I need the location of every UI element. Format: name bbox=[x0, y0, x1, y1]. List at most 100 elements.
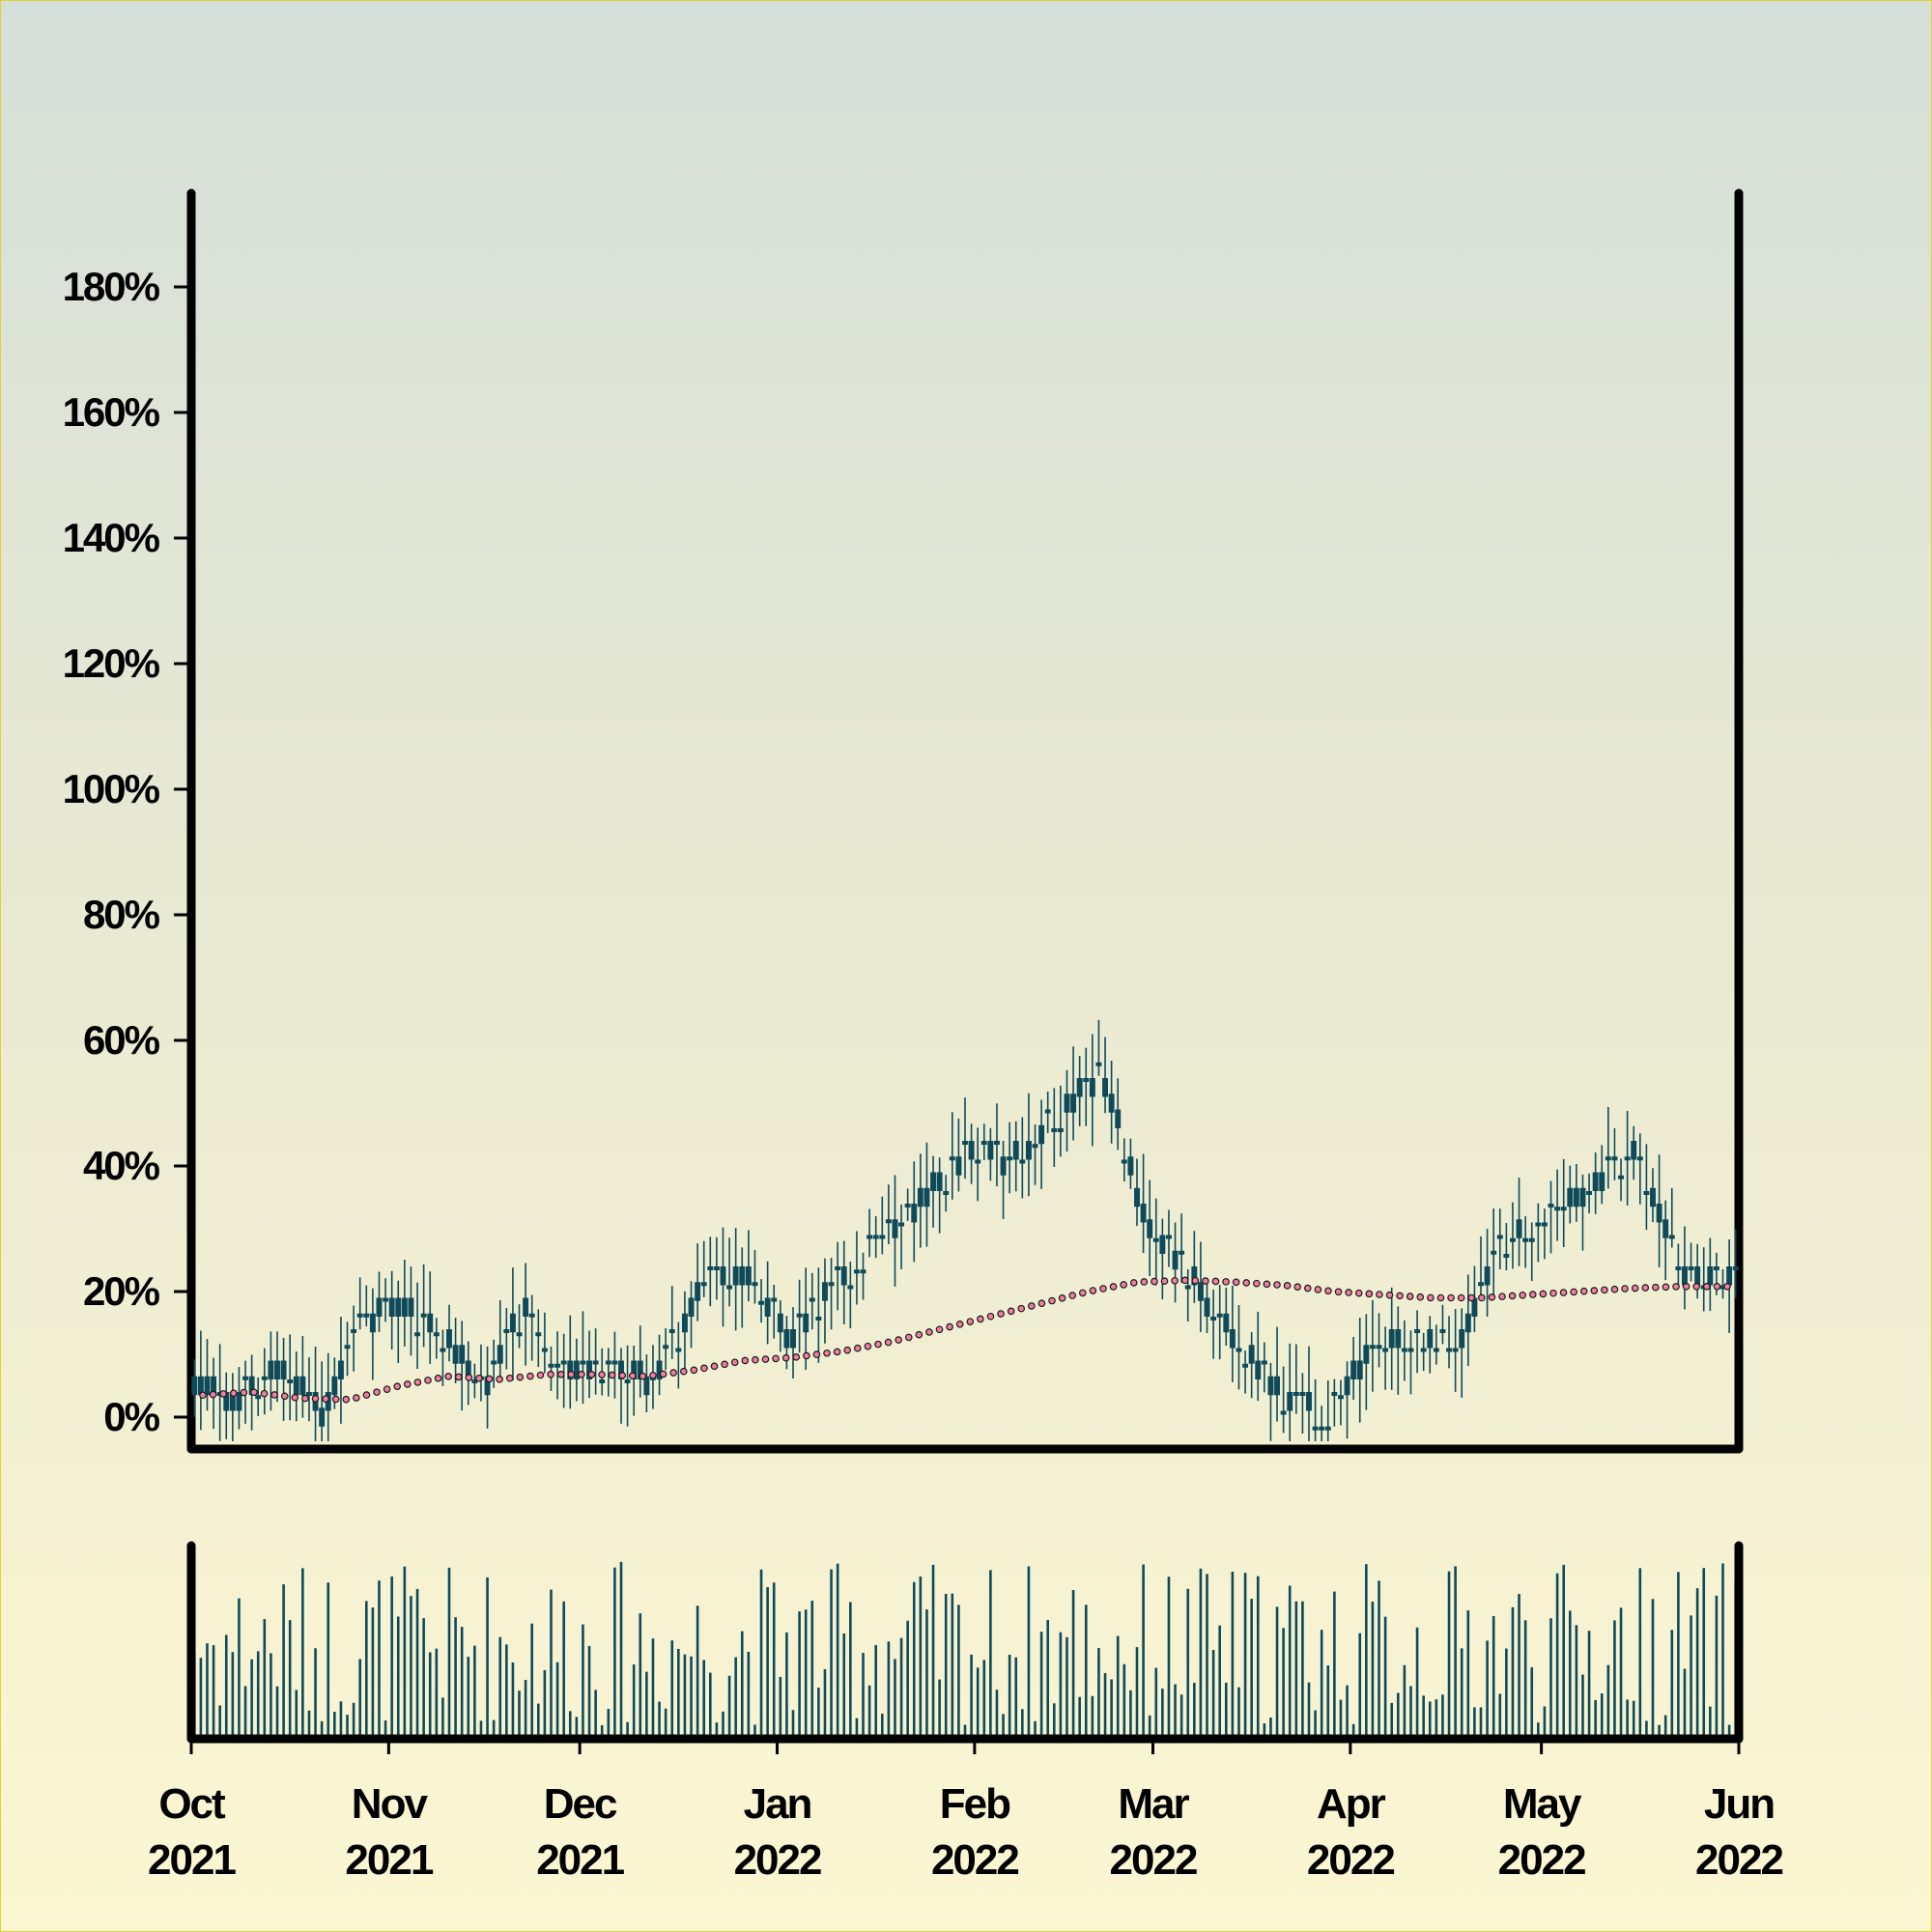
volume-bar bbox=[486, 1577, 489, 1735]
moving-average-point bbox=[240, 1388, 248, 1397]
candle-body bbox=[599, 1379, 606, 1383]
moving-average-point bbox=[1427, 1293, 1435, 1302]
candle-body bbox=[197, 1376, 204, 1396]
volume-bar bbox=[1562, 1564, 1566, 1735]
candle-body bbox=[911, 1204, 918, 1223]
candle-body bbox=[1236, 1348, 1242, 1352]
candle-body bbox=[695, 1282, 701, 1301]
candle-body bbox=[1503, 1254, 1510, 1258]
candle-body bbox=[408, 1297, 414, 1317]
moving-average-point bbox=[322, 1395, 329, 1403]
y-tick-label: 60% bbox=[83, 1017, 160, 1063]
moving-average-point bbox=[1211, 1277, 1220, 1286]
volume-bar bbox=[1543, 1706, 1547, 1735]
volume-bar bbox=[734, 1657, 737, 1735]
volume-bar bbox=[1575, 1625, 1578, 1735]
volume-bar bbox=[422, 1618, 425, 1735]
candle-body bbox=[700, 1282, 707, 1287]
moving-average-point bbox=[1723, 1283, 1731, 1291]
candle-body bbox=[1599, 1172, 1605, 1191]
volume-bar bbox=[1441, 1694, 1444, 1735]
candle-body bbox=[1140, 1204, 1147, 1223]
moving-average-point bbox=[1549, 1289, 1557, 1297]
moving-average-point bbox=[895, 1336, 902, 1344]
moving-average-point bbox=[526, 1372, 534, 1380]
moving-average-point bbox=[475, 1374, 483, 1382]
volume-bar bbox=[836, 1563, 839, 1735]
x-tick-month-label: Apr bbox=[1317, 1780, 1386, 1828]
moving-average-point bbox=[1037, 1299, 1046, 1308]
volume-bar bbox=[1587, 1631, 1591, 1735]
candle-body bbox=[1586, 1191, 1593, 1195]
x-tick-year-label: 2021 bbox=[148, 1836, 236, 1884]
volume-bar bbox=[1084, 1605, 1088, 1735]
volume-bar bbox=[314, 1648, 317, 1735]
candle-body bbox=[1446, 1348, 1453, 1352]
volume-bar bbox=[1613, 1620, 1616, 1735]
candle-body bbox=[745, 1266, 752, 1286]
candle-body bbox=[1229, 1329, 1236, 1349]
candle-body bbox=[452, 1345, 459, 1364]
volume-bar bbox=[1466, 1610, 1470, 1735]
moving-average-point bbox=[567, 1371, 576, 1378]
candle-body bbox=[1401, 1348, 1407, 1352]
candle-body bbox=[337, 1360, 344, 1379]
moving-average-point bbox=[741, 1356, 750, 1365]
volume-bar bbox=[543, 1669, 547, 1735]
volume-bar bbox=[862, 1653, 865, 1735]
moving-average-point bbox=[199, 1391, 207, 1400]
candle-body bbox=[720, 1266, 726, 1286]
volume-bar bbox=[1632, 1700, 1635, 1735]
volume-bar bbox=[931, 1564, 935, 1735]
candle-body bbox=[344, 1345, 351, 1350]
volume-bar bbox=[1581, 1674, 1584, 1735]
moving-average-point bbox=[700, 1364, 708, 1373]
volume-bar bbox=[492, 1719, 496, 1735]
candle-body bbox=[930, 1172, 937, 1191]
moving-average-point bbox=[373, 1388, 381, 1396]
candle-body bbox=[605, 1360, 611, 1365]
candle-body bbox=[191, 1376, 198, 1396]
volume-bar bbox=[957, 1605, 960, 1735]
volume-bar bbox=[587, 1645, 591, 1735]
volume-bar bbox=[1269, 1717, 1272, 1735]
moving-average-point bbox=[1222, 1278, 1230, 1286]
volume-bar bbox=[1256, 1576, 1260, 1735]
candle-body bbox=[516, 1332, 523, 1337]
candle-body bbox=[395, 1297, 402, 1317]
candle-body bbox=[1337, 1395, 1344, 1400]
moving-average-point bbox=[1457, 1293, 1465, 1302]
volume-bar bbox=[753, 1724, 756, 1735]
moving-average-point bbox=[578, 1371, 585, 1378]
volume-bar bbox=[1645, 1720, 1648, 1735]
moving-average-point bbox=[1488, 1293, 1496, 1301]
y-tick-label: 20% bbox=[83, 1268, 160, 1314]
volume-bar bbox=[1638, 1568, 1642, 1735]
moving-average-point bbox=[1273, 1281, 1281, 1289]
volume-bar bbox=[1224, 1682, 1228, 1735]
candle-body bbox=[535, 1332, 542, 1337]
moving-average-point bbox=[209, 1390, 217, 1399]
volume-bar bbox=[1110, 1679, 1113, 1735]
candle-body bbox=[1522, 1237, 1529, 1242]
volume-bar bbox=[830, 1569, 833, 1735]
moving-average-point bbox=[823, 1349, 831, 1357]
candle-body bbox=[1484, 1266, 1491, 1286]
moving-average-point bbox=[721, 1360, 728, 1369]
candle-body bbox=[497, 1345, 503, 1364]
volume-bar bbox=[855, 1718, 859, 1735]
moving-average-point bbox=[444, 1373, 452, 1380]
moving-average-point bbox=[413, 1378, 422, 1386]
moving-average-point bbox=[1631, 1284, 1639, 1293]
candle-body bbox=[1541, 1222, 1548, 1227]
moving-average-point bbox=[1242, 1279, 1251, 1287]
candle-body bbox=[1032, 1144, 1038, 1149]
candle-body bbox=[993, 1141, 1000, 1145]
candle-body bbox=[1567, 1187, 1574, 1208]
volume-bar bbox=[403, 1566, 407, 1735]
volume-bar bbox=[867, 1685, 871, 1735]
volume-bar bbox=[575, 1717, 579, 1735]
candle-body bbox=[242, 1376, 249, 1380]
volume-bar bbox=[1415, 1627, 1419, 1735]
candle-body bbox=[1280, 1410, 1287, 1415]
